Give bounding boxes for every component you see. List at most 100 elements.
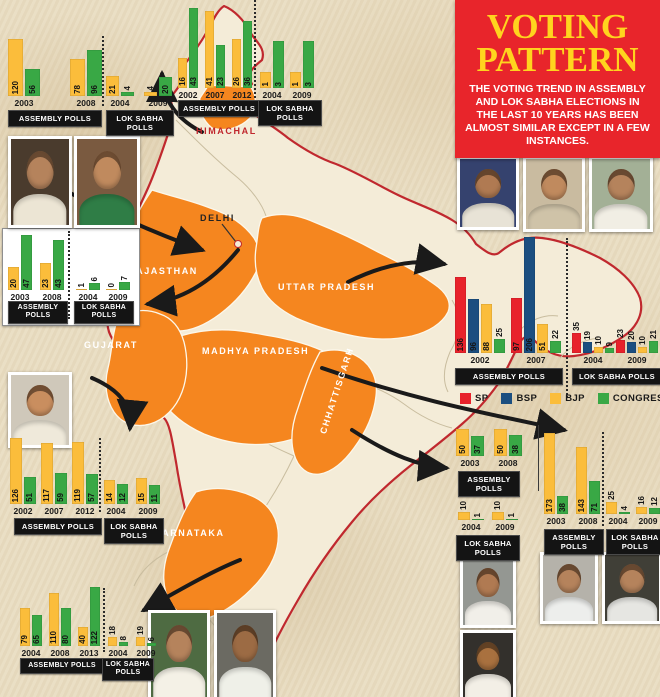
- up-loksabha-bar-sp-2004: [572, 333, 581, 353]
- bar-slot: 126: [10, 436, 22, 504]
- map-label-delhi: DELHI: [200, 213, 235, 223]
- bar-value: 43: [53, 279, 63, 288]
- mp-loksabha-label: LOK SABHA POLLS: [606, 529, 660, 555]
- bar-slot: 79: [20, 586, 30, 646]
- bar-slot: 21: [649, 235, 658, 353]
- bar-slot: 88: [481, 235, 492, 353]
- bar-slot: 19: [583, 235, 592, 353]
- state-gujarat: [105, 309, 188, 427]
- delhi-assembly-group-2008: 23 43 2008: [40, 232, 64, 302]
- up-loksabha-bar-bsp-2004: [583, 342, 592, 353]
- himachal-assembly-group-2007: 41 23 2007: [205, 2, 225, 100]
- bar-value: 3: [273, 81, 283, 86]
- arrow-karnataka: [140, 558, 242, 612]
- delhi-loksabha-chart: 1 6 2004 0 7 2009: [76, 232, 130, 302]
- year-label: 2013: [79, 648, 99, 658]
- bar-value: 23: [40, 279, 50, 288]
- year-label: 2004: [78, 292, 98, 302]
- gujarat-loksabha-chart: 14 12 2004 15 11 2009: [104, 436, 160, 516]
- arrow-chhattisgarh: [350, 428, 450, 482]
- bar-value: 12: [117, 493, 127, 502]
- rajasthan-assembly-bar-congress-2008: [87, 50, 102, 96]
- rajasthan-assembly-bar-bjp-2008: [70, 59, 85, 96]
- bar-value: 6: [89, 276, 99, 281]
- bar-value: 12: [649, 497, 659, 506]
- bar-slot: 173: [544, 430, 555, 514]
- bar-slot: 25: [606, 430, 617, 514]
- bar-value: 9: [604, 341, 614, 346]
- year-label: 2002: [13, 506, 33, 516]
- year-label: 2009: [138, 506, 158, 516]
- map-label-chhattisgarh: CHHATTISGARH: [318, 345, 356, 436]
- bar-value: 88: [481, 342, 491, 351]
- mp-loksabha-chart: 25 4 2004 16 12 2009: [606, 430, 660, 526]
- bar-value: 1: [507, 512, 516, 517]
- up-assembly-label: ASSEMBLY POLLS: [455, 368, 563, 385]
- divider-chhattisgarh-mp: [538, 425, 539, 491]
- year-label: 2007: [205, 90, 225, 100]
- bar-value: 110: [49, 631, 58, 644]
- year-label: 2003: [10, 292, 30, 302]
- gujarat-assembly-group-2007: 117 59 2007: [41, 436, 67, 516]
- bar-value: 8: [118, 635, 128, 640]
- chhattisgarh-assembly-group-2008: 50 38 2008: [494, 426, 522, 468]
- bar-value: 36: [242, 77, 252, 86]
- legend-item-sp: SP: [460, 393, 488, 404]
- year-label: 2004: [583, 355, 603, 365]
- chhattisgarh-loksabha-bar-congress-2004: [472, 519, 484, 520]
- bar-slot: 25: [494, 235, 505, 353]
- bar-slot: 57: [86, 436, 98, 504]
- gujarat-loksabha-group-2004: 14 12 2004: [104, 436, 128, 516]
- map-label-karnataka: KARNATAKA: [154, 528, 225, 538]
- bar-slot: 11: [149, 436, 160, 504]
- karnataka-leader-photo: [214, 610, 276, 697]
- mulayam-singh-photo: [457, 156, 519, 230]
- bar-value: 136: [455, 337, 465, 351]
- rajasthan-assembly-bar-congress-2003: [25, 69, 40, 96]
- delhi-assembly-bar-bjp-2008: [40, 263, 51, 290]
- delhi-loksabha-group-2009: 0 7 2009: [106, 232, 130, 302]
- bar-slot: 119: [72, 436, 84, 504]
- bar-value: 96: [89, 85, 99, 94]
- chhattisgarh-loksabha-group-2009: 10 1 2009: [492, 500, 518, 532]
- bar-slot: 120: [8, 34, 23, 96]
- rajasthan-loksabha-group-2009: 4 20 2009: [144, 34, 172, 108]
- delhi-loksabha-group-2004: 1 6 2004: [76, 232, 100, 302]
- bar-value: 16: [636, 496, 646, 505]
- chhattisgarh-loksabha-chart: 10 1 2004 10 1 2009: [458, 500, 518, 532]
- separator-karnataka: [103, 588, 105, 652]
- karnataka-loksabha-label: LOK SABHA POLLS: [102, 658, 154, 681]
- bar-slot: 1: [290, 2, 301, 88]
- party-legend: SP BSP BJP CONGRESS: [460, 393, 660, 404]
- rajasthan-assembly-bar-bjp-2003: [8, 39, 23, 96]
- bar-slot: 43: [189, 2, 198, 88]
- bar-value: 80: [61, 635, 70, 644]
- bar-value: 25: [606, 491, 616, 500]
- year-label: 2009: [638, 516, 658, 526]
- bar-slot: 43: [53, 232, 64, 290]
- karnataka-assembly-bar-bjp-2013: [78, 627, 88, 646]
- bar-slot: 1: [506, 500, 518, 520]
- bar-slot: 12: [117, 436, 128, 504]
- bar-value: 47: [21, 279, 31, 288]
- bar-slot: 97: [511, 235, 522, 353]
- bar-value: 3: [303, 81, 313, 86]
- rahul-gandhi-photo: [589, 156, 653, 232]
- separator-mp: [602, 432, 604, 526]
- up-loksabha-group-2004: 35 19 10 9 2004: [572, 235, 614, 365]
- yeddyurappa-photo: [148, 610, 210, 697]
- up-loksabha-bar-sp-2009: [616, 340, 625, 353]
- rajasthan-loksabha-bar-bjp-2009: [144, 92, 157, 96]
- himachal-loksabha-chart: 1 3 2004 1 3 2009: [260, 2, 314, 100]
- bar-slot: 59: [55, 436, 67, 504]
- separator-rajasthan: [102, 36, 104, 106]
- digvijaya-singh-photo: [602, 552, 660, 624]
- chhattisgarh-loksabha-bar-bjp-2004: [458, 512, 470, 520]
- bar-value: 19: [135, 626, 145, 635]
- bar-slot: 12: [649, 430, 660, 514]
- bar-slot: 38: [557, 430, 568, 514]
- mp-assembly-chart: 173 38 2003 143 71 2008: [544, 430, 600, 526]
- bar-value: 25: [494, 328, 504, 337]
- bar-value: 20: [626, 331, 636, 340]
- mp-assembly-label: ASSEMBLY POLLS: [544, 529, 604, 555]
